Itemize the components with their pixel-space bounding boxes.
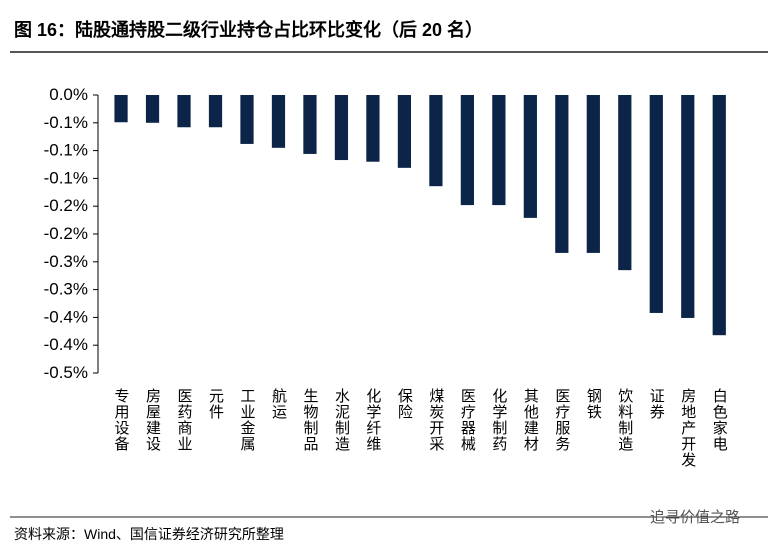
bar <box>397 95 412 168</box>
source: 资料来源：Wind、国信证券经济研究所整理 <box>14 526 284 542</box>
bar <box>271 95 286 148</box>
y-tick-label: -0.1% <box>44 141 88 160</box>
x-tick-label: 煤炭开采 <box>427 388 444 452</box>
bar <box>555 95 569 253</box>
bar <box>208 95 223 128</box>
bar <box>618 95 632 271</box>
bar <box>523 95 537 218</box>
watermark: 追寻价值之路 <box>650 509 740 526</box>
y-tick-label: -0.1% <box>44 168 88 187</box>
bar <box>586 95 600 253</box>
y-tick-label: 0.0% <box>49 85 88 104</box>
bar <box>366 95 380 162</box>
y-tick-label: -0.4% <box>44 335 88 354</box>
bar <box>145 95 160 123</box>
bar <box>712 95 726 336</box>
x-tick-label: 医疗服务 <box>553 388 570 452</box>
bar <box>681 95 695 318</box>
bar <box>114 95 128 123</box>
bar <box>649 95 663 313</box>
x-tick-label: 其他建材 <box>522 388 539 452</box>
bar <box>303 95 317 154</box>
bar <box>429 95 443 187</box>
y-tick-label: -0.2% <box>44 196 88 215</box>
x-tick-label: 保险 <box>396 388 413 420</box>
x-tick-label: 证券 <box>648 388 665 420</box>
x-tick-label: 钢铁 <box>585 388 602 420</box>
x-tick-label: 元件 <box>207 388 224 420</box>
x-tick-label: 专用设备 <box>113 388 130 452</box>
x-tick-label: 化学纤维 <box>364 388 381 452</box>
x-tick-label: 医药商业 <box>176 388 193 452</box>
y-tick-label: -0.1% <box>44 113 88 132</box>
y-tick-label: -0.4% <box>44 307 88 326</box>
x-tick-label: 化学制药 <box>490 388 507 452</box>
x-tick-label: 航运 <box>270 388 287 420</box>
x-tick-label: 房地产开发 <box>679 388 696 468</box>
x-tick-label: 饮料制造 <box>616 388 633 452</box>
x-tick-label: 水泥制造 <box>333 388 350 452</box>
y-tick-label: -0.3% <box>44 252 88 271</box>
bar <box>334 95 349 161</box>
bar <box>492 95 506 206</box>
x-tick-label: 白色家电 <box>711 388 728 452</box>
chart-title: 图 16：陆股通持股二级行业持仓占比环比变化（后 20 名） <box>14 19 483 40</box>
bar <box>240 95 254 144</box>
bar <box>177 95 191 128</box>
bar <box>460 95 474 206</box>
x-tick-label: 工业金属 <box>238 388 255 452</box>
y-tick-label: -0.3% <box>44 280 88 299</box>
y-tick-label: -0.2% <box>44 224 88 243</box>
x-tick-label: 生物制品 <box>301 388 318 452</box>
x-tick-label: 医疗器械 <box>459 388 476 452</box>
y-tick-label: -0.5% <box>44 363 88 382</box>
x-tick-label: 房屋建设 <box>144 388 161 452</box>
